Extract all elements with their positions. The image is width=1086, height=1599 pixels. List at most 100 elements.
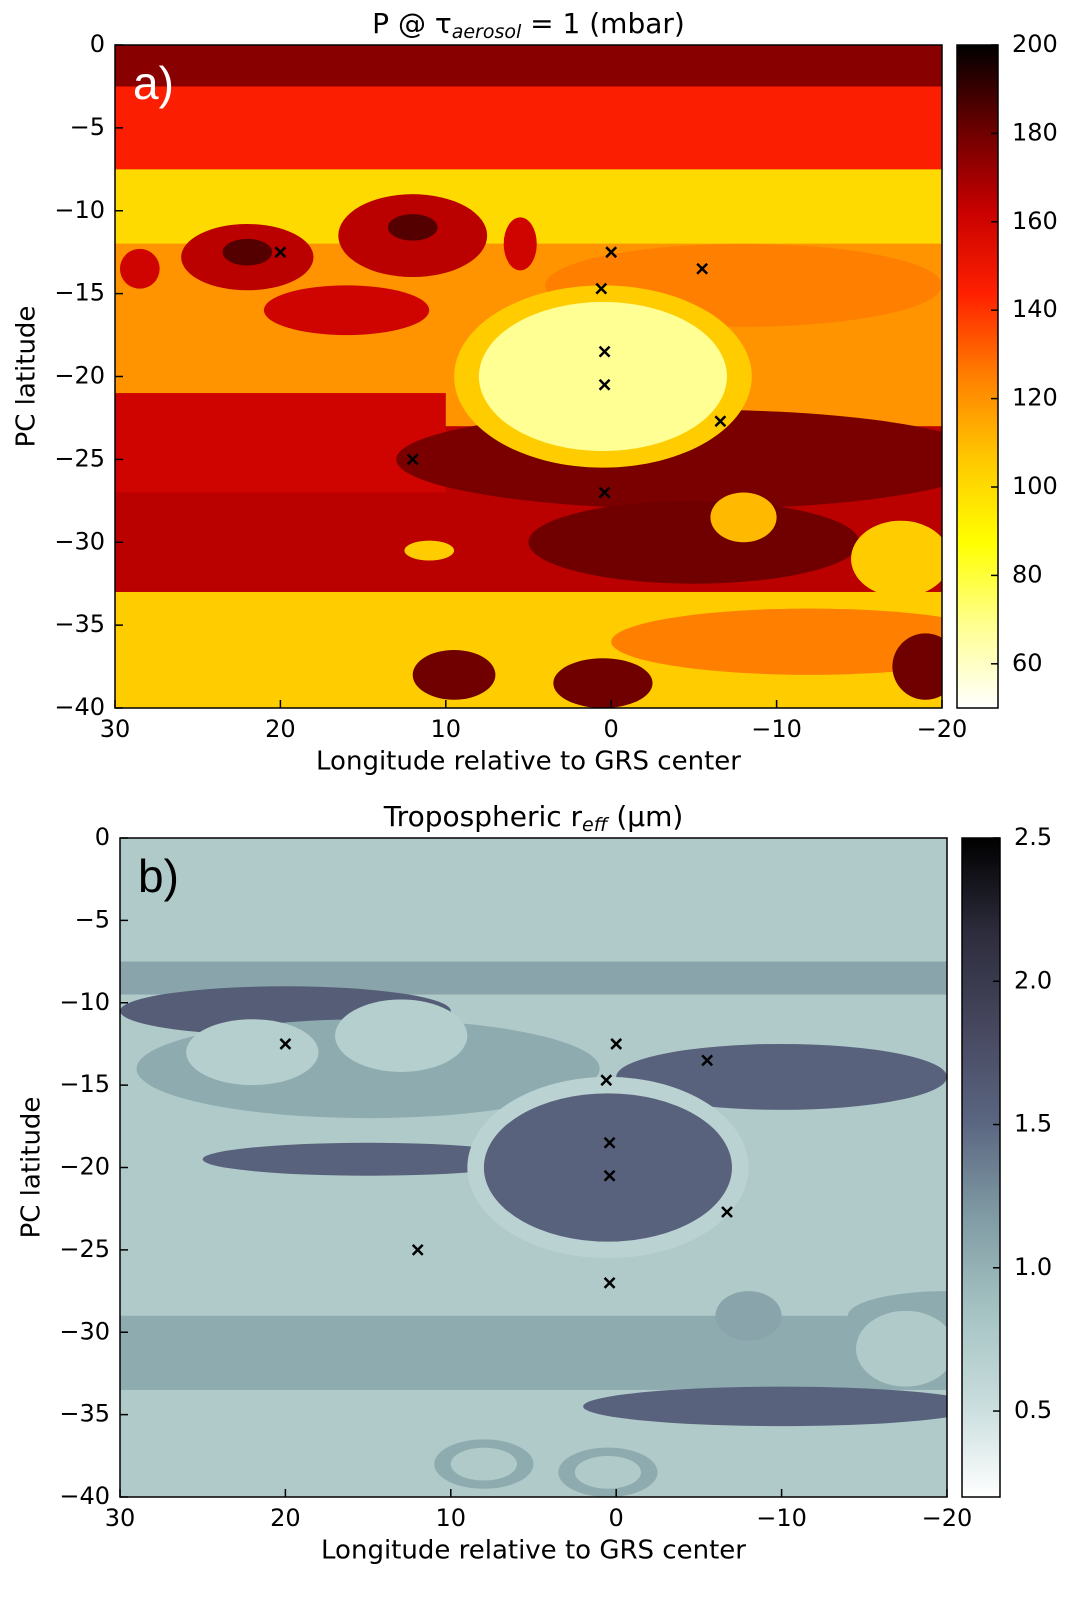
x-tick-label: −20 (922, 1504, 973, 1532)
x-tick-label: 30 (105, 1504, 136, 1532)
region (115, 86, 942, 170)
region (119, 248, 160, 289)
colorbar (961, 837, 1001, 1498)
title-subscript: eff (582, 814, 610, 836)
y-tick-label: −10 (54, 196, 105, 224)
region (263, 285, 430, 336)
marker (279, 1038, 292, 1050)
region (404, 540, 455, 561)
marker-stroke (603, 1276, 616, 1289)
colorbar-tick-label: 180 (1012, 118, 1058, 146)
marker (406, 453, 419, 466)
colorbar-tick-label: 2.0 (1014, 966, 1052, 994)
y-tick-label: −30 (59, 1317, 110, 1345)
y-tick-label: −30 (54, 527, 105, 555)
chart-title: Tropospheric reff (µm) (383, 800, 684, 836)
region (335, 999, 468, 1072)
y-tick-label: −5 (70, 113, 105, 141)
y-tick-label: −20 (54, 362, 105, 390)
colorbar (956, 44, 999, 709)
region (892, 633, 942, 700)
colorbar-tick-label: 1.0 (1014, 1253, 1052, 1281)
marker (605, 246, 618, 259)
marker-stroke (598, 345, 611, 358)
chart-title: P @ τaerosol = 1 (mbar) (372, 7, 685, 43)
marker-stroke (600, 1074, 613, 1087)
title-main: Tropospheric r (383, 800, 583, 833)
marker (603, 1276, 616, 1289)
region (186, 1019, 319, 1086)
region (611, 608, 942, 675)
colorbar-tick-label: 0.5 (1014, 1396, 1052, 1424)
region (851, 520, 942, 597)
region (202, 1142, 534, 1176)
marker (598, 378, 611, 391)
marker-stroke (279, 1038, 292, 1050)
marker (696, 262, 709, 275)
y-tick-label: −25 (59, 1235, 110, 1263)
y-tick-label: −40 (59, 1482, 110, 1510)
region (115, 393, 446, 493)
y-tick-label: −15 (54, 279, 105, 307)
colorbar-tick-label: 80 (1012, 560, 1043, 588)
y-tick-label: −15 (59, 1070, 110, 1098)
contour-map (120, 838, 947, 1497)
region (387, 214, 438, 241)
marker-stroke (598, 486, 611, 499)
marker-stroke (595, 282, 608, 295)
marker-stroke (603, 1169, 616, 1182)
panel: 30 20 10 0 −10 −200−5−10−15−20−25−30−35−40Lon… (12, 7, 1058, 777)
y-tick-label: −10 (59, 988, 110, 1016)
colorbar-tick-label: 100 (1012, 472, 1058, 500)
panel-label: a) (133, 57, 174, 109)
x-tick-label: −10 (756, 1504, 807, 1532)
panel: 30 20 10 0 −10 −200−5−10−15−20−25−30−35−40Lon… (17, 800, 1053, 1566)
marker-stroke (605, 246, 618, 259)
colorbar-tick-label: 60 (1012, 649, 1043, 677)
region (583, 1386, 947, 1427)
x-tick-label: 10 (436, 1504, 467, 1532)
region (616, 1043, 947, 1110)
marker (603, 1169, 616, 1182)
x-tick-label: −10 (751, 715, 802, 743)
x-tick-label: −20 (917, 715, 968, 743)
x-tick-label: 0 (604, 715, 619, 743)
region (478, 301, 727, 452)
marker-stroke (603, 1136, 616, 1149)
colorbar-tick-label: 160 (1012, 207, 1058, 235)
y-tick-label: −35 (54, 610, 105, 638)
marker-stroke (721, 1206, 733, 1218)
region (710, 492, 777, 543)
y-axis-label: PC latitude (17, 1097, 47, 1239)
marker-stroke (598, 378, 611, 391)
marker-stroke (274, 246, 287, 259)
region (574, 1455, 642, 1489)
title-subscript: aerosol (452, 21, 522, 43)
region (222, 238, 273, 266)
y-tick-label: 0 (95, 823, 110, 851)
region (715, 1291, 782, 1341)
x-tick-label: 20 (265, 715, 296, 743)
marker (598, 486, 611, 499)
y-axis-label: PC latitude (12, 306, 42, 448)
colorbar-tick-label: 200 (1012, 30, 1058, 58)
x-axis-label: Longitude relative to GRS center (321, 1536, 746, 1566)
marker (721, 1206, 733, 1218)
y-tick-label: 0 (90, 30, 105, 58)
contour-map (115, 45, 942, 708)
title-main: P @ τ (372, 7, 452, 40)
marker-stroke (610, 1038, 623, 1050)
region (553, 658, 653, 708)
marker-stroke (406, 453, 419, 466)
panel-label: b) (138, 850, 179, 902)
marker (600, 1074, 613, 1087)
x-tick-label: 0 (609, 1504, 624, 1532)
region (412, 649, 496, 700)
y-tick-label: −25 (54, 444, 105, 472)
marker (714, 415, 727, 428)
region (528, 500, 860, 584)
marker-stroke (411, 1243, 424, 1256)
colorbar-tick-label: 120 (1012, 384, 1058, 412)
title-end: (µm) (607, 800, 683, 833)
marker (274, 246, 287, 259)
